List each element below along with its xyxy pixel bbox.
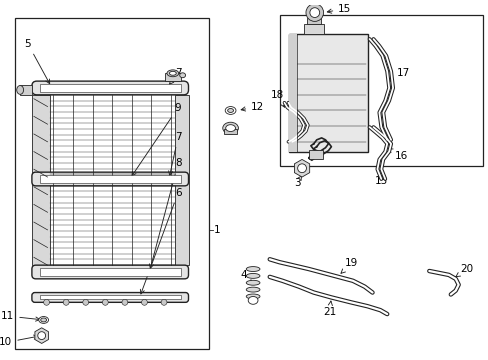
Bar — [174, 95, 188, 265]
Bar — [40, 296, 180, 300]
Text: 12: 12 — [241, 102, 264, 112]
Bar — [304, 24, 323, 34]
Ellipse shape — [17, 86, 23, 94]
Text: 18: 18 — [270, 90, 284, 107]
FancyBboxPatch shape — [32, 293, 188, 302]
Text: 15: 15 — [326, 4, 351, 14]
Ellipse shape — [225, 125, 235, 131]
Ellipse shape — [166, 70, 178, 77]
Text: 19: 19 — [340, 258, 358, 273]
Text: 7: 7 — [169, 68, 181, 84]
Text: 8: 8 — [149, 158, 181, 268]
Ellipse shape — [179, 73, 185, 78]
Bar — [289, 34, 297, 152]
Bar — [164, 73, 180, 81]
Ellipse shape — [246, 294, 260, 299]
Ellipse shape — [227, 108, 233, 112]
Ellipse shape — [248, 296, 258, 304]
Ellipse shape — [169, 71, 176, 75]
Text: 4: 4 — [240, 270, 252, 284]
Bar — [15, 18, 209, 349]
Text: 3: 3 — [293, 175, 302, 188]
Text: 7: 7 — [168, 132, 181, 175]
Circle shape — [43, 300, 49, 305]
Text: 1: 1 — [214, 225, 220, 235]
Circle shape — [309, 8, 319, 18]
Bar — [308, 150, 322, 159]
FancyBboxPatch shape — [32, 265, 188, 279]
Text: 10: 10 — [0, 335, 38, 347]
Circle shape — [82, 300, 88, 305]
Circle shape — [102, 300, 108, 305]
FancyBboxPatch shape — [32, 172, 188, 186]
Text: 2: 2 — [308, 129, 317, 146]
Bar — [224, 129, 237, 134]
Circle shape — [38, 332, 45, 339]
Ellipse shape — [246, 274, 260, 278]
FancyBboxPatch shape — [32, 81, 188, 95]
Circle shape — [297, 164, 306, 173]
Bar — [40, 175, 180, 183]
Bar — [40, 84, 180, 92]
Ellipse shape — [246, 280, 260, 285]
Text: 21: 21 — [322, 301, 335, 317]
Bar — [279, 14, 482, 166]
Ellipse shape — [39, 316, 48, 323]
Text: 9: 9 — [132, 103, 181, 176]
Ellipse shape — [246, 287, 260, 292]
Circle shape — [305, 4, 323, 21]
Circle shape — [63, 300, 69, 305]
Circle shape — [161, 300, 166, 305]
Text: 11: 11 — [1, 311, 40, 321]
Text: 20: 20 — [454, 264, 473, 277]
Text: 17: 17 — [388, 68, 409, 81]
Circle shape — [141, 300, 147, 305]
Ellipse shape — [225, 107, 236, 114]
Text: 16: 16 — [387, 149, 407, 162]
Ellipse shape — [41, 318, 46, 322]
Bar — [20, 85, 32, 95]
Ellipse shape — [223, 122, 238, 134]
Circle shape — [122, 300, 127, 305]
Polygon shape — [35, 328, 48, 343]
Text: 13: 13 — [374, 176, 387, 186]
Bar — [306, 18, 320, 24]
Bar — [40, 268, 180, 276]
Text: 6: 6 — [140, 188, 181, 294]
Polygon shape — [294, 159, 309, 177]
Bar — [289, 34, 367, 152]
Text: 5: 5 — [24, 39, 50, 84]
Text: 14: 14 — [328, 129, 346, 145]
Ellipse shape — [246, 267, 260, 271]
Bar — [32, 95, 49, 265]
